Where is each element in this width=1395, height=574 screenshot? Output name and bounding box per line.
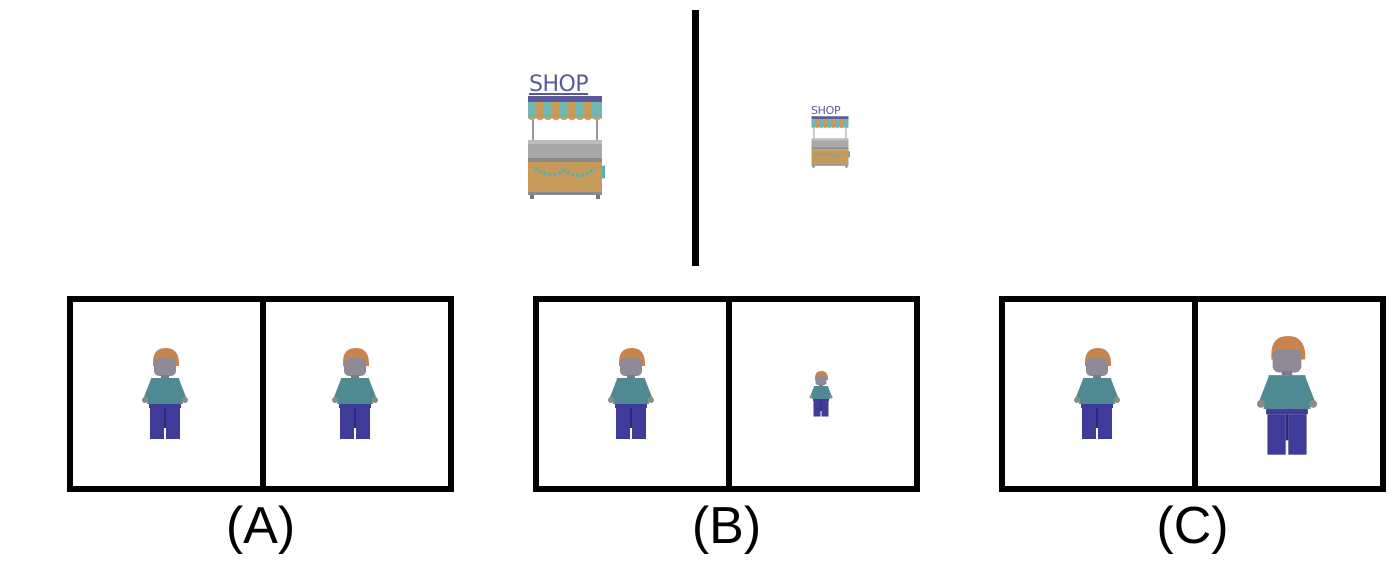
- lego-figure-icon: [327, 348, 383, 440]
- shop-small: SHOP: [808, 105, 854, 171]
- panel-divider: [1192, 302, 1198, 486]
- option-label-b: (B): [691, 497, 762, 555]
- lego-figure-icon: [137, 348, 193, 440]
- shop-cart-icon: [525, 74, 605, 199]
- shop-sign-label: SHOP: [529, 72, 589, 97]
- figure-right: [1249, 336, 1325, 456]
- shop-cart-icon-small: [810, 105, 850, 168]
- figure-left: [1069, 348, 1125, 440]
- option-label-c: (C): [1156, 497, 1229, 555]
- shop-sign-label-small: SHOP: [811, 104, 841, 117]
- option-panel-b[interactable]: [533, 296, 920, 492]
- option-panel-c[interactable]: [999, 296, 1386, 492]
- lego-figure-icon: [603, 348, 659, 440]
- figure-left: [603, 348, 659, 440]
- figure-right: [327, 348, 383, 440]
- option-panel-a[interactable]: [67, 296, 454, 492]
- center-divider: [692, 10, 699, 266]
- lego-figure-icon-small: [807, 371, 835, 417]
- shop-large: SHOP: [521, 74, 607, 202]
- figure-right: [807, 371, 835, 417]
- option-label-a: (A): [225, 497, 296, 555]
- panel-divider: [260, 302, 266, 486]
- lego-figure-icon: [1069, 348, 1125, 440]
- figure-left: [137, 348, 193, 440]
- lego-figure-icon-large: [1249, 336, 1325, 456]
- panel-divider: [726, 302, 732, 486]
